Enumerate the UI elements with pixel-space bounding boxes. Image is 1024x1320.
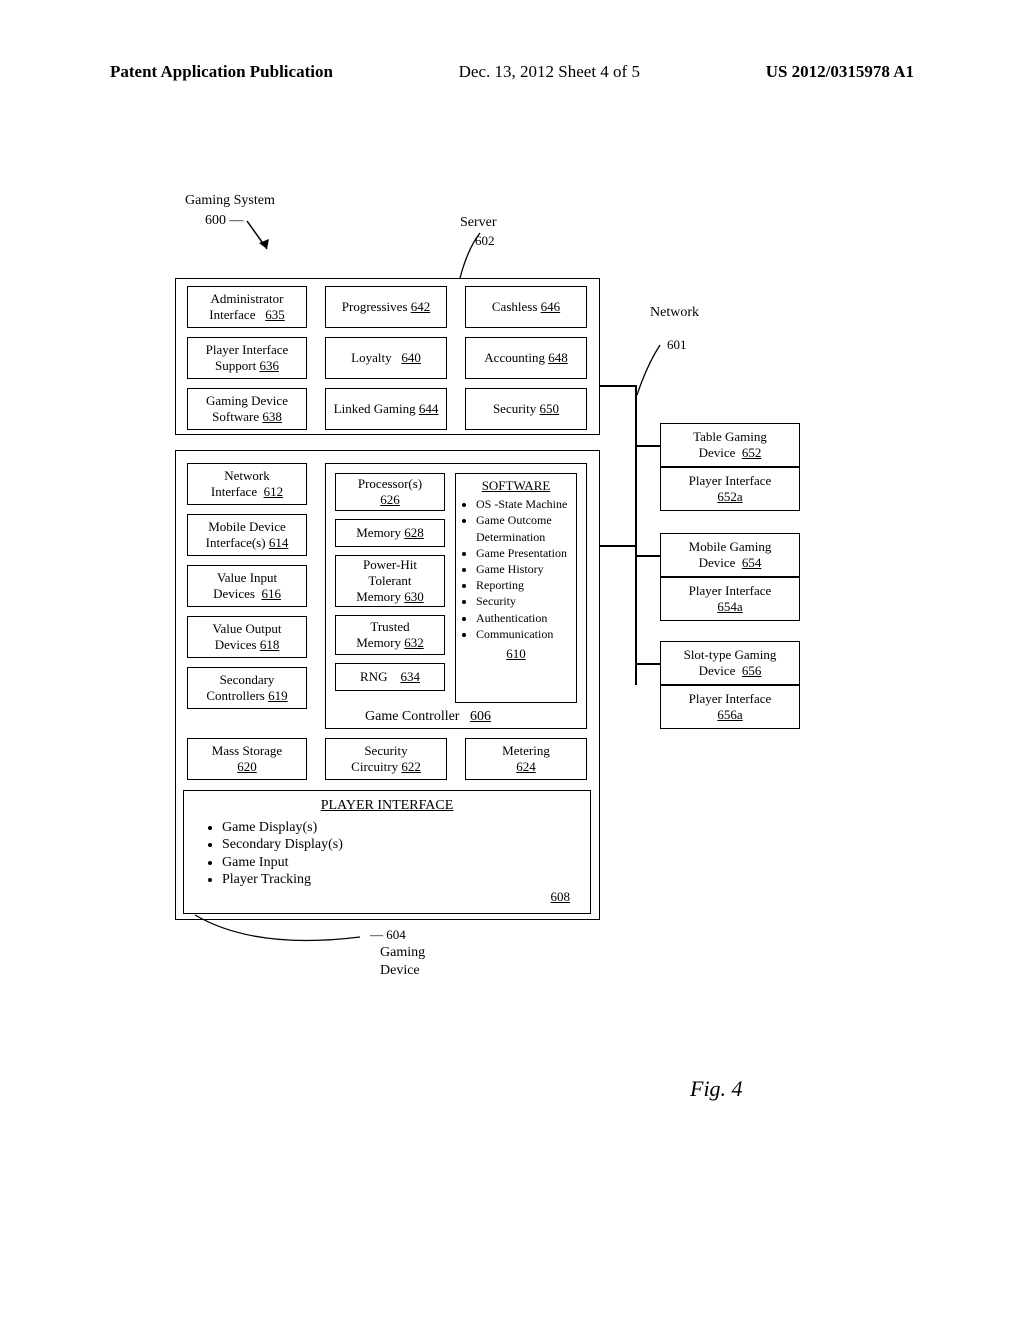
pi-list-item: Game Input <box>222 854 584 872</box>
software-list-item: Game Outcome Determination <box>476 512 572 544</box>
pi-title: PLAYER INTERFACE <box>321 797 454 815</box>
box-player-interface: PLAYER INTERFACE Game Display(s)Secondar… <box>183 790 591 914</box>
pi-ref: 608 <box>551 889 571 905</box>
leader-601 <box>637 345 667 405</box>
box-proc: Processor(s) 626 <box>335 473 445 511</box>
box-admin: Administrator Interface 635 <box>187 286 307 328</box>
box-accounting: Accounting 648 <box>465 337 587 379</box>
pi-list: Game Display(s)Secondary Display(s)Game … <box>190 815 584 889</box>
box-table: Table Gaming Device 652 <box>660 423 800 467</box>
box-security: Security 650 <box>465 388 587 430</box>
software-list-item: Game History <box>476 561 572 577</box>
software-list-item: Reporting <box>476 577 572 593</box>
label-gaming-system: Gaming System <box>185 193 275 210</box>
box-slot-pi: Player Interface 656a <box>660 685 800 729</box>
box-pht: Power-Hit Tolerant Memory 630 <box>335 555 445 607</box>
box-trusted: Trusted Memory 632 <box>335 615 445 655</box>
box-gd-software: Gaming Device Software 638 <box>187 388 307 430</box>
box-mem: Memory 628 <box>335 519 445 547</box>
label-device: Device <box>380 963 420 980</box>
software-list-item: Communication <box>476 626 572 642</box>
box-vout: Value Output Devices 618 <box>187 616 307 658</box>
header-left: Patent Application Publication <box>110 62 333 82</box>
box-table-pi: Player Interface 652a <box>660 467 800 511</box>
leader-604 <box>195 915 375 955</box>
software-list-item: OS -State Machine <box>476 496 572 512</box>
box-mass: Mass Storage 620 <box>187 738 307 780</box>
box-linked: Linked Gaming 644 <box>325 388 447 430</box>
box-slot: Slot-type Gaming Device 656 <box>660 641 800 685</box>
software-title: SOFTWARE <box>482 478 551 493</box>
box-cashless: Cashless 646 <box>465 286 587 328</box>
software-list-item: Security <box>476 593 572 609</box>
bus-vertical <box>635 385 637 685</box>
header-right: US 2012/0315978 A1 <box>766 62 914 82</box>
box-progressives: Progressives 642 <box>325 286 447 328</box>
pi-list-item: Game Display(s) <box>222 819 584 837</box>
box-loyalty: Loyalty 640 <box>325 337 447 379</box>
software-list-item: Authentication <box>476 610 572 626</box>
box-pif-support: Player Interface Support 636 <box>187 337 307 379</box>
label-server: Server <box>460 215 497 232</box>
box-secc: Security Circuitry 622 <box>325 738 447 780</box>
bus-from-server <box>600 385 635 387</box>
pi-list-item: Player Tracking <box>222 871 584 889</box>
label-game-controller: Game Controller 606 <box>365 709 491 726</box>
bus-to-mobile <box>635 555 660 557</box>
box-mobile-pi: Player Interface 654a <box>660 577 800 621</box>
diagram-canvas: Gaming System 600 — Server 602 Administr… <box>175 185 855 1015</box>
label-network-ref: 601 <box>667 337 687 353</box>
figure-caption: Fig. 4 <box>690 1076 743 1102</box>
label-network: Network <box>650 305 699 322</box>
label-server-ref: 602 <box>475 233 495 249</box>
box-software: SOFTWARE OS -State MachineGame Outcome D… <box>455 473 577 703</box>
label-604: — 604 <box>370 927 406 943</box>
software-list: OS -State MachineGame Outcome Determinat… <box>460 494 572 642</box>
box-sec: Secondary Controllers 619 <box>187 667 307 709</box>
bus-from-device <box>600 545 635 547</box>
box-rng: RNG 634 <box>335 663 445 691</box>
bus-to-slot <box>635 663 660 665</box>
box-nif: Network Interface 612 <box>187 463 307 505</box>
page-header: Patent Application Publication Dec. 13, … <box>0 62 1024 82</box>
box-vin: Value Input Devices 616 <box>187 565 307 607</box>
software-ref: 610 <box>506 646 526 661</box>
box-mobile: Mobile Gaming Device 654 <box>660 533 800 577</box>
software-list-item: Game Presentation <box>476 545 572 561</box>
bus-to-table <box>635 445 660 447</box>
label-gaming-system-ref: 600 — <box>205 213 244 230</box>
pi-list-item: Secondary Display(s) <box>222 836 584 854</box>
header-mid: Dec. 13, 2012 Sheet 4 of 5 <box>459 62 640 82</box>
label-gaming: Gaming <box>380 945 425 962</box>
box-mdif: Mobile Device Interface(s) 614 <box>187 514 307 556</box>
box-meter: Metering 624 <box>465 738 587 780</box>
arrow-icon <box>247 221 277 261</box>
